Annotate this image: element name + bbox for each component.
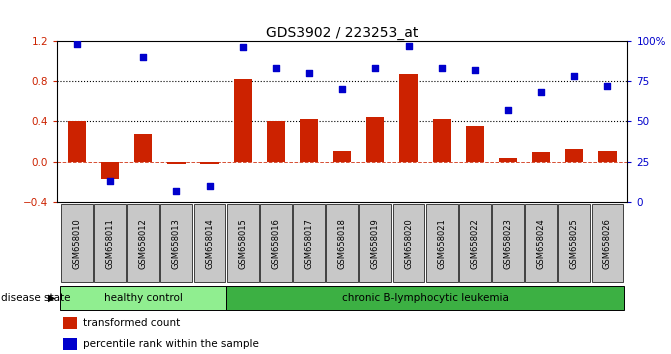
Bar [599, 152, 617, 161]
Text: GSM658019: GSM658019 [371, 218, 380, 269]
FancyBboxPatch shape [459, 204, 491, 282]
Bar [267, 121, 285, 161]
Text: GSM658020: GSM658020 [404, 218, 413, 269]
Point [436, 65, 447, 71]
FancyBboxPatch shape [160, 204, 193, 282]
FancyBboxPatch shape [492, 204, 524, 282]
FancyBboxPatch shape [525, 204, 557, 282]
Text: GSM658026: GSM658026 [603, 218, 612, 269]
FancyBboxPatch shape [592, 204, 623, 282]
FancyBboxPatch shape [393, 204, 425, 282]
Bar [499, 159, 517, 161]
Point [470, 67, 480, 73]
Point [403, 43, 414, 48]
Bar [399, 74, 417, 161]
Bar [333, 152, 352, 161]
Bar [63, 338, 77, 350]
FancyBboxPatch shape [293, 204, 325, 282]
Text: GSM658018: GSM658018 [338, 218, 347, 269]
Bar [565, 149, 584, 161]
Bar [101, 161, 119, 179]
Bar [134, 134, 152, 161]
FancyBboxPatch shape [326, 204, 358, 282]
Point [569, 73, 580, 79]
Point [72, 41, 83, 47]
FancyBboxPatch shape [558, 204, 590, 282]
Bar [68, 121, 86, 161]
Text: chronic B-lymphocytic leukemia: chronic B-lymphocytic leukemia [342, 293, 509, 303]
Text: GSM658021: GSM658021 [437, 218, 446, 269]
Text: GSM658016: GSM658016 [271, 218, 280, 269]
Point [105, 178, 115, 184]
Bar [300, 119, 318, 161]
Text: ▶: ▶ [48, 293, 56, 303]
Text: GSM658024: GSM658024 [537, 218, 546, 269]
Point [602, 83, 613, 88]
FancyBboxPatch shape [260, 204, 292, 282]
FancyBboxPatch shape [226, 286, 624, 310]
Text: percentile rank within the sample: percentile rank within the sample [83, 339, 258, 349]
FancyBboxPatch shape [360, 204, 391, 282]
FancyBboxPatch shape [127, 204, 159, 282]
Text: transformed count: transformed count [83, 318, 180, 329]
Text: GSM658010: GSM658010 [72, 218, 81, 269]
Text: healthy control: healthy control [104, 293, 183, 303]
Text: GSM658012: GSM658012 [139, 218, 148, 269]
Text: GSM658023: GSM658023 [503, 218, 513, 269]
FancyBboxPatch shape [227, 204, 258, 282]
Bar [167, 161, 185, 164]
Point [171, 188, 182, 193]
Point [503, 107, 513, 113]
Bar [63, 318, 77, 329]
Point [536, 90, 547, 95]
Text: GSM658014: GSM658014 [205, 218, 214, 269]
FancyBboxPatch shape [426, 204, 458, 282]
FancyBboxPatch shape [61, 204, 93, 282]
FancyBboxPatch shape [94, 204, 126, 282]
Text: GSM658022: GSM658022 [470, 218, 479, 269]
Point [138, 54, 148, 59]
Point [270, 65, 281, 71]
Title: GDS3902 / 223253_at: GDS3902 / 223253_at [266, 26, 419, 40]
Text: GSM658017: GSM658017 [305, 218, 313, 269]
Bar [433, 119, 451, 161]
Point [304, 70, 315, 76]
Text: GSM658011: GSM658011 [105, 218, 115, 269]
Bar [466, 126, 484, 161]
Text: GSM658013: GSM658013 [172, 218, 181, 269]
Text: GSM658025: GSM658025 [570, 218, 579, 269]
Point [337, 86, 348, 92]
Text: GSM658015: GSM658015 [238, 218, 247, 269]
Bar [532, 153, 550, 161]
Bar [234, 79, 252, 161]
Point [370, 65, 380, 71]
Text: disease state: disease state [1, 293, 70, 303]
FancyBboxPatch shape [194, 204, 225, 282]
Point [204, 183, 215, 188]
Point [238, 44, 248, 50]
Bar [201, 161, 219, 164]
FancyBboxPatch shape [60, 286, 226, 310]
Bar [366, 117, 384, 161]
